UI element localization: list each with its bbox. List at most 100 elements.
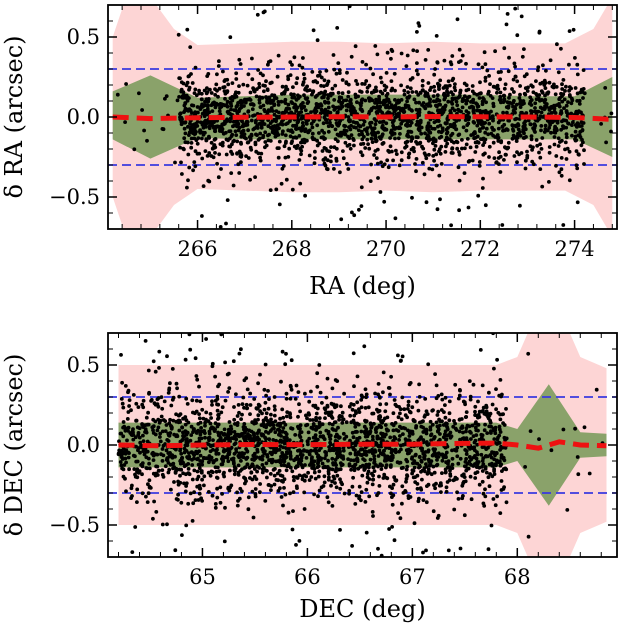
data-point — [467, 94, 472, 99]
data-point — [547, 106, 552, 111]
data-point — [199, 97, 204, 102]
data-point — [119, 353, 123, 357]
data-point — [576, 472, 581, 477]
data-point — [307, 452, 312, 457]
data-point — [258, 131, 263, 136]
data-point — [392, 127, 397, 131]
data-point — [330, 386, 335, 391]
data-point — [563, 140, 568, 145]
data-point — [444, 489, 449, 494]
data-point — [360, 137, 365, 142]
data-point — [316, 494, 320, 499]
dec-x-tick-label: 68 — [504, 565, 531, 589]
data-point — [120, 401, 125, 406]
data-point — [361, 123, 366, 127]
data-point — [564, 109, 569, 113]
data-point — [283, 362, 288, 367]
data-point — [227, 386, 232, 390]
data-point — [205, 90, 210, 94]
data-point — [499, 139, 504, 144]
data-point — [329, 410, 334, 415]
data-point — [575, 166, 580, 171]
data-point — [434, 383, 439, 388]
dec-x-tick-label: 67 — [399, 565, 426, 589]
data-point — [576, 152, 581, 157]
data-point — [352, 213, 357, 218]
data-point — [122, 463, 127, 467]
data-point — [263, 362, 268, 367]
data-point — [363, 146, 368, 150]
data-point — [599, 122, 603, 126]
data-point — [503, 82, 508, 87]
data-point — [475, 134, 480, 139]
data-point — [149, 398, 154, 402]
data-point — [486, 110, 490, 115]
data-point — [294, 81, 299, 86]
data-point — [442, 91, 447, 96]
data-point — [502, 423, 507, 427]
data-point — [253, 494, 258, 499]
data-point — [424, 156, 429, 161]
data-point — [155, 428, 160, 433]
data-point — [477, 160, 482, 164]
data-point — [566, 100, 570, 104]
data-point — [214, 449, 219, 453]
data-point — [225, 118, 230, 123]
data-point — [356, 422, 361, 427]
data-point — [321, 95, 326, 100]
data-point — [293, 433, 298, 437]
data-point — [171, 395, 176, 400]
data-point — [570, 133, 574, 138]
data-point — [330, 479, 334, 484]
data-point — [150, 451, 155, 456]
data-point — [399, 150, 404, 155]
data-point — [523, 119, 528, 124]
data-point — [453, 88, 458, 93]
data-point — [367, 477, 372, 481]
data-point — [192, 456, 196, 461]
data-point — [312, 459, 317, 464]
data-point — [432, 147, 437, 152]
data-point — [433, 447, 437, 452]
data-point — [333, 83, 338, 88]
data-point — [440, 419, 444, 424]
data-point — [417, 465, 421, 470]
data-point — [200, 407, 205, 412]
data-point — [374, 139, 378, 144]
data-point — [186, 74, 191, 79]
data-point — [464, 415, 469, 419]
data-point — [407, 438, 411, 443]
data-point — [408, 77, 413, 82]
data-point — [537, 116, 542, 121]
data-point — [256, 68, 260, 72]
data-point — [493, 431, 498, 436]
data-point — [461, 125, 466, 130]
data-point — [213, 374, 218, 379]
data-point — [473, 454, 477, 458]
data-point — [338, 118, 343, 123]
data-point — [476, 140, 481, 145]
data-point — [324, 68, 329, 73]
data-point — [222, 474, 227, 479]
data-point — [244, 154, 249, 159]
data-point — [189, 433, 194, 437]
data-point — [263, 140, 268, 144]
data-point — [236, 128, 241, 133]
data-point — [420, 448, 424, 453]
data-point — [332, 476, 337, 481]
data-point — [528, 95, 533, 100]
data-point — [191, 501, 196, 506]
data-point — [455, 445, 460, 450]
data-point — [234, 133, 239, 138]
data-point — [458, 88, 463, 93]
data-point — [386, 148, 391, 153]
data-point — [394, 428, 399, 432]
data-point — [166, 391, 171, 395]
data-point — [264, 79, 268, 84]
data-point — [264, 468, 268, 473]
data-point — [298, 181, 303, 186]
data-point — [319, 456, 324, 461]
data-point — [581, 96, 585, 100]
dec-median-line — [118, 439, 607, 451]
data-point — [344, 434, 349, 439]
